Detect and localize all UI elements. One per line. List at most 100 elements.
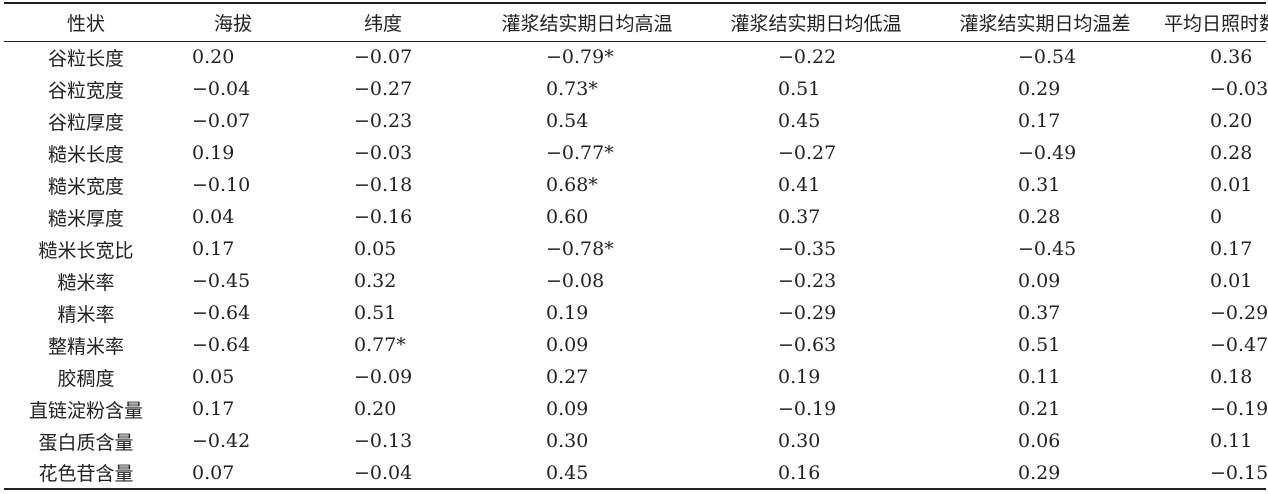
table-row: 糙米宽度 −0.10 −0.18 0.68* 0.41 0.31 0.01: [4, 169, 1266, 201]
cell-sunshine-hours: −0.29: [1210, 302, 1268, 324]
table-row: 直链淀粉含量 0.17 0.20 0.09 −0.19 0.21 −0.19: [4, 393, 1268, 425]
cell-sunshine-hours: 0.18: [1210, 366, 1253, 388]
cell-trait: 直链淀粉含量: [28, 399, 143, 422]
cell-trait: 糙米宽度: [47, 175, 124, 198]
cell-altitude: 0.04: [192, 206, 235, 228]
cell-trait: 蛋白质含量: [38, 431, 134, 454]
table-row: 花色苷含量 0.07 −0.04 0.45 0.16 0.29 −0.15: [4, 457, 1268, 489]
table-row: 谷粒长度 0.20 −0.07 −0.79* −0.22 −0.54 0.36: [4, 41, 1266, 73]
cell-min-temp: −0.29: [778, 302, 837, 324]
cell-sunshine-hours: 0.17: [1210, 238, 1253, 260]
cell-latitude: −0.09: [354, 366, 413, 388]
cell-max-temp: 0.27: [546, 366, 589, 388]
cell-max-temp: −0.77*: [546, 142, 614, 164]
correlation-table: 性状 海拔 纬度 灌浆结实期日均高温 灌浆结实期日均低温 灌浆结实期日均温差 平…: [4, 2, 1268, 490]
cell-sunshine-hours: −0.15: [1210, 461, 1268, 484]
cell-max-temp: −0.08: [546, 270, 605, 292]
cell-trait: 谷粒宽度: [47, 79, 124, 102]
cell-temp-diff: 0.11: [1018, 366, 1061, 388]
cell-latitude: −0.04: [354, 461, 413, 484]
cell-min-temp: −0.19: [778, 398, 837, 420]
cell-altitude: 0.19: [192, 142, 235, 164]
header-temp-diff: 灌浆结实期日均温差: [959, 12, 1131, 35]
cell-temp-diff: −0.54: [1018, 46, 1077, 69]
cell-sunshine-hours: 0.28: [1210, 142, 1253, 164]
cell-latitude: −0.07: [354, 46, 413, 69]
header-sunshine-hours: 平均日照时数: [1164, 12, 1268, 35]
cell-altitude: 0.20: [192, 46, 235, 69]
cell-temp-diff: −0.49: [1018, 142, 1077, 164]
cell-max-temp: 0.68*: [546, 174, 598, 196]
cell-trait: 糙米长宽比: [38, 239, 134, 262]
cell-altitude: −0.64: [192, 302, 251, 324]
cell-temp-diff: 0.21: [1018, 398, 1061, 420]
cell-sunshine-hours: −0.47: [1210, 334, 1268, 356]
header-latitude: 纬度: [363, 12, 402, 35]
header-row: 性状 海拔 纬度 灌浆结实期日均高温 灌浆结实期日均低温 灌浆结实期日均温差 平…: [4, 3, 1268, 41]
cell-temp-diff: 0.29: [1018, 78, 1061, 100]
cell-max-temp: 0.09: [546, 334, 589, 356]
cell-latitude: 0.77*: [354, 334, 406, 356]
cell-temp-diff: 0.51: [1018, 334, 1061, 356]
cell-altitude: −0.64: [192, 334, 251, 356]
cell-temp-diff: 0.29: [1018, 461, 1061, 484]
cell-max-temp: 0.09: [546, 398, 589, 420]
table-row: 胶稠度 0.05 −0.09 0.27 0.19 0.11 0.18: [4, 361, 1266, 393]
cell-altitude: −0.42: [192, 430, 251, 452]
cell-trait: 花色苷含量: [38, 463, 134, 485]
cell-max-temp: 0.19: [546, 302, 589, 324]
table-row: 蛋白质含量 −0.42 −0.13 0.30 0.30 0.06 0.11: [4, 425, 1266, 457]
header-trait: 性状: [66, 12, 105, 35]
cell-altitude: −0.07: [192, 110, 251, 132]
table-body: 谷粒长度 0.20 −0.07 −0.79* −0.22 −0.54 0.36 谷粒宽度 −0.…: [4, 41, 1268, 489]
cell-trait: 糙米长度: [47, 143, 124, 166]
cell-latitude: −0.27: [354, 78, 413, 100]
cell-altitude: −0.04: [192, 78, 251, 100]
table-header: 性状 海拔 纬度 灌浆结实期日均高温 灌浆结实期日均低温 灌浆结实期日均温差 平…: [4, 3, 1268, 41]
cell-sunshine-hours: 0: [1210, 206, 1223, 228]
cell-min-temp: −0.22: [778, 46, 837, 69]
cell-min-temp: 0.37: [778, 206, 821, 228]
cell-latitude: 0.51: [354, 302, 397, 324]
table-row: 精米率 −0.64 0.51 0.19 −0.29 0.37 −0.29: [4, 297, 1268, 329]
header-altitude: 海拔: [213, 12, 252, 35]
cell-sunshine-hours: −0.03: [1210, 78, 1268, 100]
cell-max-temp: 0.54: [546, 110, 589, 132]
cell-temp-diff: 0.31: [1018, 174, 1061, 196]
cell-min-temp: 0.30: [778, 430, 821, 452]
cell-trait: 糙米厚度: [47, 207, 124, 230]
cell-altitude: −0.45: [192, 270, 251, 292]
cell-latitude: −0.16: [354, 206, 413, 228]
cell-altitude: 0.05: [192, 366, 235, 388]
table-row: 糙米率 −0.45 0.32 −0.08 −0.23 0.09 0.01: [4, 265, 1266, 297]
cell-max-temp: 0.73*: [546, 78, 598, 100]
cell-latitude: 0.20: [354, 398, 397, 420]
cell-sunshine-hours: 0.11: [1210, 430, 1253, 452]
cell-trait: 谷粒长度: [47, 47, 124, 70]
cell-trait: 糙米率: [57, 271, 115, 294]
cell-max-temp: −0.79*: [546, 46, 614, 69]
cell-sunshine-hours: −0.19: [1210, 398, 1268, 420]
table-row: 谷粒厚度 −0.07 −0.23 0.54 0.45 0.17 0.20: [4, 105, 1266, 137]
header-max-temp: 灌浆结实期日均高温: [501, 12, 673, 35]
cell-min-temp: −0.35: [778, 238, 837, 260]
cell-latitude: −0.03: [354, 142, 413, 164]
cell-altitude: −0.10: [192, 174, 251, 196]
cell-temp-diff: 0.28: [1018, 206, 1061, 228]
cell-latitude: −0.13: [354, 430, 413, 452]
cell-latitude: −0.18: [354, 174, 413, 196]
cell-latitude: 0.05: [354, 238, 397, 260]
table-row: 整精米率 −0.64 0.77* 0.09 −0.63 0.51 −0.47: [4, 329, 1268, 361]
cell-latitude: 0.32: [354, 270, 397, 292]
cell-altitude: 0.17: [192, 238, 235, 260]
cell-min-temp: −0.27: [778, 142, 837, 164]
cell-max-temp: 0.30: [546, 430, 589, 452]
cell-trait: 精米率: [57, 303, 115, 326]
cell-temp-diff: −0.45: [1018, 238, 1077, 260]
cell-temp-diff: 0.37: [1018, 302, 1061, 324]
cell-trait: 谷粒厚度: [47, 111, 124, 134]
cell-trait: 胶稠度: [57, 367, 115, 390]
cell-altitude: 0.17: [192, 398, 235, 420]
cell-min-temp: 0.19: [778, 366, 821, 388]
cell-sunshine-hours: 0.01: [1210, 174, 1253, 196]
